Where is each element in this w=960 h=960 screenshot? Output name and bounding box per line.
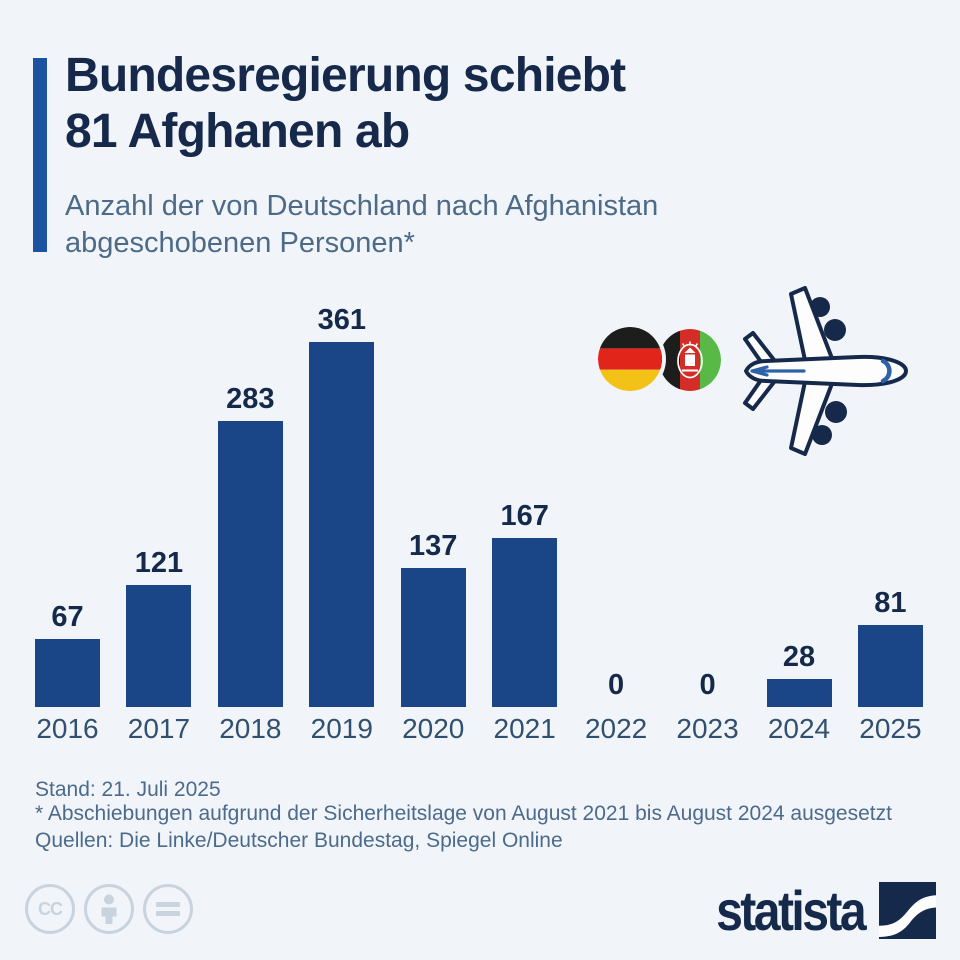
cc-license: CC <box>25 884 193 934</box>
bar-value-label: 81 <box>874 587 907 619</box>
bar-value-label: 283 <box>226 383 275 415</box>
chart-column-2016: 67 2016 <box>35 297 100 743</box>
bar-value-label: 67 <box>51 601 84 633</box>
x-axis-label: 2017 <box>127 713 191 744</box>
chart-column-2020: 137 2020 <box>400 297 466 744</box>
bar-2024 <box>766 679 832 707</box>
title-accent-bar <box>33 58 47 252</box>
page-title: Bundesregierung schiebt 81 Afghanen ab <box>65 48 626 159</box>
chart-column-2024: 28 2024 <box>766 297 832 744</box>
bar-2021 <box>492 538 558 707</box>
bar-2016 <box>35 639 100 707</box>
bar-2020 <box>400 568 466 707</box>
x-axis-label: 2021 <box>493 713 556 744</box>
bar-value-label: 0 <box>699 669 716 701</box>
x-axis-label: 2024 <box>767 713 831 744</box>
cc-icon: CC <box>25 884 75 934</box>
bar-chart: 67 2016 121 2017 283 2018 361 2019 137 2020 167 202… <box>35 297 923 743</box>
cc-nd-equals-icon <box>143 884 193 934</box>
bar-2017 <box>126 585 192 707</box>
airplane-icon <box>736 281 916 461</box>
x-axis-label: 2016 <box>36 713 99 744</box>
statista-logo-text: statista <box>715 878 867 942</box>
stand-date: Stand: 21. Juli 2025 <box>35 778 221 801</box>
bar-value-label: 137 <box>409 530 458 562</box>
chart-column-2019: 361 2019 <box>309 297 375 744</box>
x-axis-label: 2019 <box>310 713 373 744</box>
bar-value-label: 121 <box>134 547 184 579</box>
title-line-2: 81 Afghanen ab <box>65 104 410 158</box>
subtitle-line-1: Anzahl der von Deutschland nach Afghanis… <box>65 190 659 222</box>
afghan-flag-icon <box>659 329 721 391</box>
statista-brand: statista <box>692 882 936 939</box>
bar-value-label: 28 <box>782 641 816 673</box>
bar-2018 <box>217 421 283 707</box>
subtitle-line-2: abgeschobenen Personen* <box>65 227 415 260</box>
chart-column-2018: 283 2018 <box>217 297 283 744</box>
chart-column-2022: 0 2022 <box>584 297 649 743</box>
chart-column-2021: 167 2021 <box>492 297 558 744</box>
bar-2019 <box>309 342 375 707</box>
x-axis-label: 2022 <box>584 713 648 744</box>
x-axis-label: 2023 <box>676 713 739 744</box>
x-axis-label: 2025 <box>859 713 922 744</box>
sources: Quellen: Die Linke/Deutscher Bundestag, … <box>35 829 563 852</box>
bar-value-label: 361 <box>317 304 366 336</box>
statista-logo-icon <box>879 882 936 939</box>
chart-column-2023: 0 2023 <box>675 297 740 743</box>
bar-value-label: 167 <box>500 500 549 532</box>
chart-column-2017: 121 2017 <box>126 297 192 744</box>
bar-2025 <box>857 625 923 707</box>
flags-illustration <box>598 327 724 393</box>
x-axis-label: 2020 <box>402 713 465 744</box>
cc-by-person-icon <box>84 884 134 934</box>
x-axis-label: 2018 <box>219 713 282 744</box>
title-line-1: Bundesregierung schiebt <box>65 49 626 102</box>
chart-column-2025: 81 2025 <box>857 297 923 744</box>
german-flag-icon <box>598 327 662 391</box>
chart-subtitle: Anzahl der von Deutschland nach Afghanis… <box>65 188 658 262</box>
footnote: * Abschiebungen aufgrund der Sicherheits… <box>35 802 892 825</box>
bar-value-label: 0 <box>608 669 625 701</box>
